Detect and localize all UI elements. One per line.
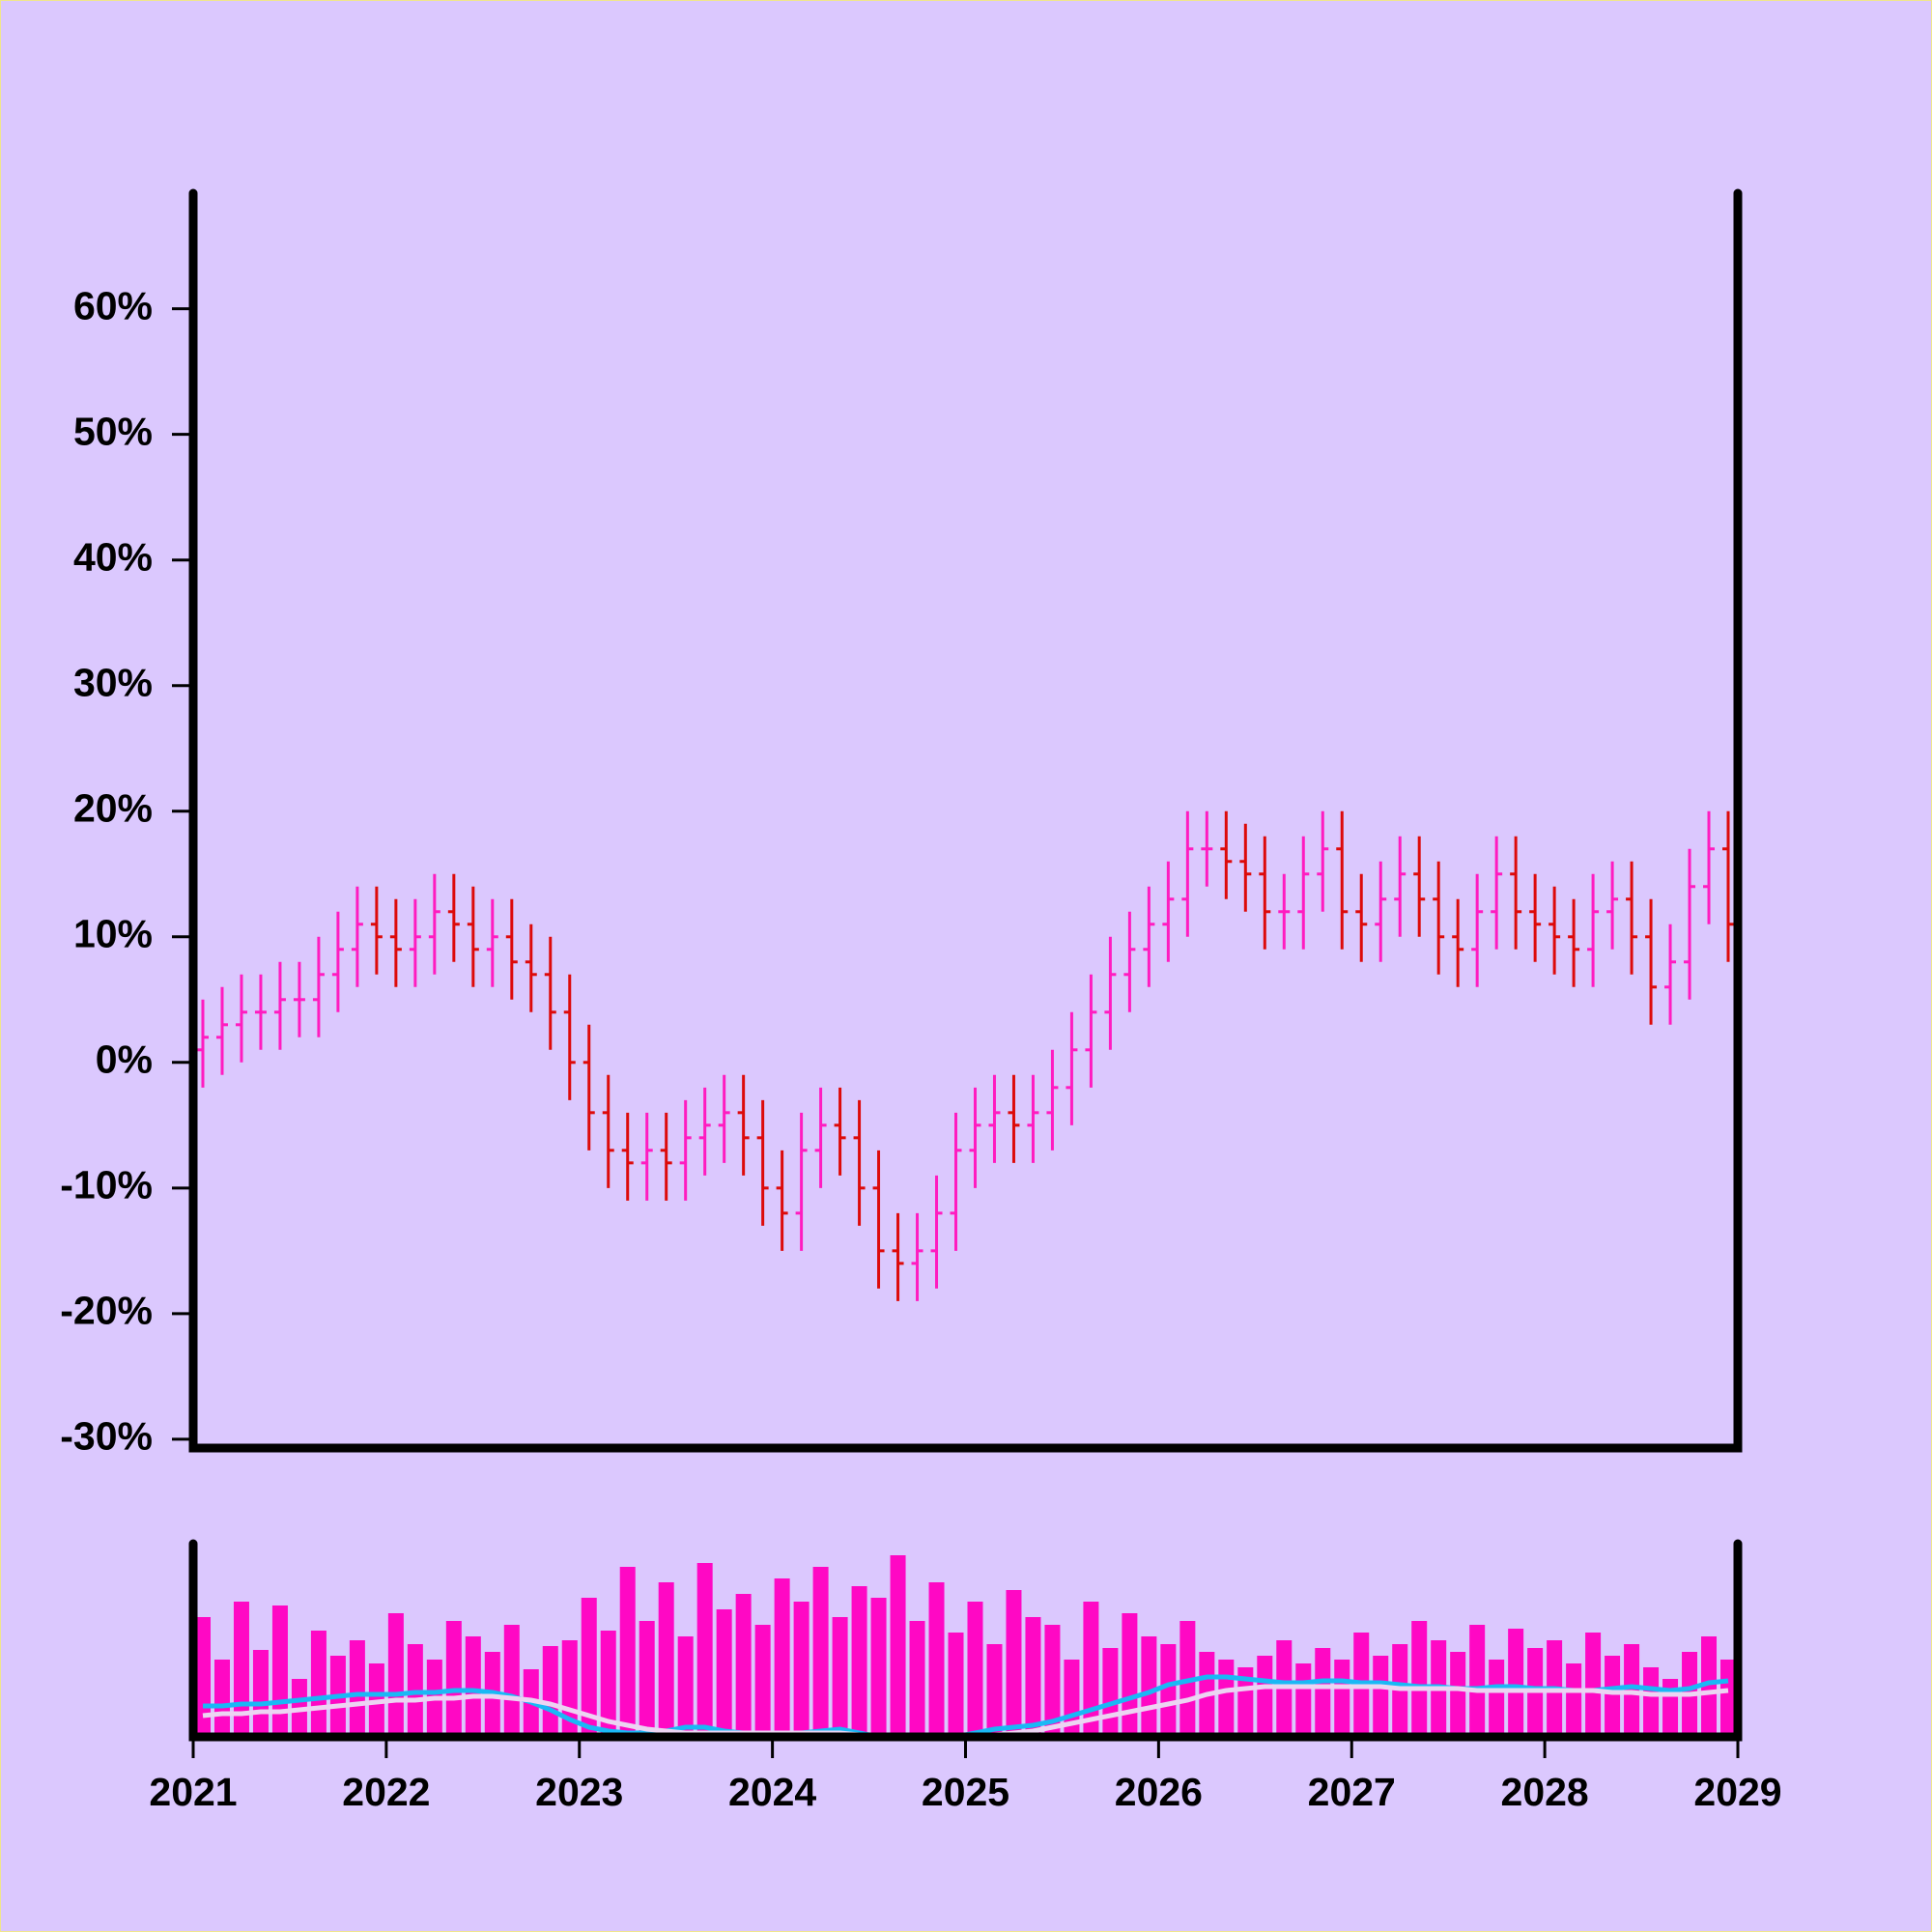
volume-bar bbox=[619, 1567, 636, 1737]
x-tick-label: 2025 bbox=[922, 1770, 1009, 1814]
y-tick-label: 40% bbox=[73, 535, 153, 580]
volume-bar bbox=[639, 1621, 655, 1737]
y-tick-label: -10% bbox=[60, 1163, 153, 1208]
volume-bar bbox=[1643, 1667, 1660, 1737]
x-tick-label: 2021 bbox=[149, 1770, 237, 1814]
volume-bar bbox=[928, 1582, 945, 1737]
volume-bar bbox=[658, 1582, 674, 1737]
volume-bar bbox=[832, 1617, 848, 1737]
volume-bar bbox=[1585, 1633, 1602, 1737]
volume-bar bbox=[754, 1625, 771, 1737]
y-tick-label: 10% bbox=[73, 912, 153, 956]
volume-bar bbox=[1122, 1613, 1138, 1737]
y-tick-label: 50% bbox=[73, 409, 153, 453]
volume-bar bbox=[1373, 1656, 1389, 1737]
volume-bar bbox=[503, 1625, 520, 1737]
volume-bar bbox=[233, 1602, 249, 1737]
y-tick-label: -30% bbox=[60, 1414, 153, 1459]
volume-bar bbox=[1083, 1602, 1099, 1737]
volume-bar bbox=[716, 1609, 732, 1737]
volume-bar bbox=[890, 1555, 906, 1737]
volume-bar bbox=[909, 1621, 925, 1737]
volume-bar bbox=[1411, 1621, 1428, 1737]
volume-bar bbox=[1334, 1660, 1350, 1737]
volume-bar bbox=[986, 1644, 1003, 1737]
volume-bar bbox=[696, 1563, 713, 1737]
volume-bar bbox=[1218, 1660, 1235, 1737]
volume-bar bbox=[1257, 1656, 1273, 1737]
volume-bar bbox=[271, 1605, 288, 1737]
volume-bar bbox=[793, 1602, 810, 1737]
volume-bar bbox=[349, 1640, 365, 1737]
volume-bar bbox=[1315, 1648, 1331, 1737]
volume-bar bbox=[600, 1631, 616, 1737]
volume-bar bbox=[1295, 1663, 1312, 1737]
volume-bar bbox=[1006, 1590, 1022, 1737]
volume-bar bbox=[870, 1598, 887, 1737]
volume-bar bbox=[1566, 1663, 1582, 1737]
volume-bar bbox=[677, 1636, 694, 1737]
y-tick-label: 30% bbox=[73, 661, 153, 705]
x-tick-label: 2022 bbox=[342, 1770, 430, 1814]
price-frame bbox=[188, 188, 1743, 1453]
volume-bar bbox=[1469, 1625, 1486, 1737]
volume-bar bbox=[581, 1598, 597, 1737]
volume-frame bbox=[188, 1539, 1743, 1742]
volume-bar bbox=[851, 1586, 867, 1737]
volume-bar bbox=[1489, 1660, 1505, 1737]
volume-bar bbox=[812, 1567, 829, 1737]
y-tick-label: 60% bbox=[73, 283, 153, 327]
x-tick-label: 2028 bbox=[1501, 1770, 1589, 1814]
volume-bar bbox=[774, 1578, 790, 1737]
y-tick-label: 0% bbox=[96, 1037, 153, 1082]
x-tick-label: 2023 bbox=[535, 1770, 623, 1814]
x-tick-label: 2027 bbox=[1308, 1770, 1396, 1814]
volume-bar bbox=[1701, 1636, 1718, 1737]
volume-bar bbox=[1044, 1625, 1061, 1737]
volume-bar bbox=[967, 1602, 983, 1737]
volume-bar bbox=[1237, 1667, 1254, 1737]
x-tick-label: 2024 bbox=[728, 1770, 816, 1814]
volume-bar bbox=[542, 1646, 558, 1737]
volume-bar bbox=[310, 1631, 327, 1737]
y-tick-label: -20% bbox=[60, 1289, 153, 1333]
x-tick-label: 2026 bbox=[1115, 1770, 1203, 1814]
volume-bar bbox=[735, 1594, 752, 1737]
volume-bar bbox=[1605, 1656, 1621, 1737]
volume-bar bbox=[445, 1621, 462, 1737]
volume-bar bbox=[1102, 1648, 1119, 1737]
volume-bar bbox=[1141, 1636, 1157, 1737]
volume-bar bbox=[1450, 1652, 1466, 1737]
axes-frames bbox=[188, 188, 1743, 1742]
volume-bar bbox=[252, 1650, 269, 1737]
volume-bar bbox=[465, 1636, 481, 1737]
volume-bar bbox=[948, 1633, 964, 1737]
volume-bar bbox=[1508, 1629, 1524, 1737]
volume-bar bbox=[213, 1660, 230, 1737]
volume-bar bbox=[1025, 1617, 1041, 1737]
x-tick-label: 2029 bbox=[1693, 1770, 1781, 1814]
volume-bar bbox=[1160, 1644, 1177, 1737]
volume-bar bbox=[387, 1613, 404, 1737]
y-tick-label: 20% bbox=[73, 786, 153, 831]
